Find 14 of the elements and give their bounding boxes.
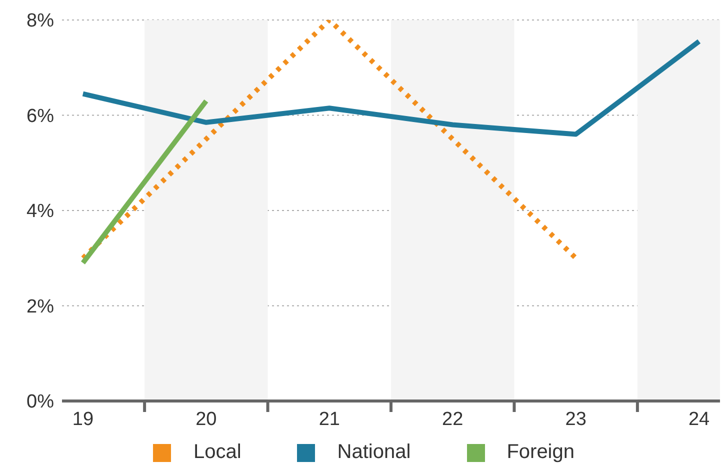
y-tick-label: 6% [26, 106, 54, 127]
x-tick-label: 24 [688, 409, 710, 430]
y-tick-label: 0% [26, 392, 54, 413]
legend-label: National [336, 441, 411, 464]
y-tick-label: 4% [26, 201, 54, 222]
x-tick-label: 20 [196, 409, 217, 430]
x-tick-label: 23 [565, 409, 586, 430]
y-tick-label: 8% [26, 10, 54, 32]
x-tick-label: 22 [442, 409, 464, 430]
x-tick-label: 19 [72, 409, 94, 430]
y-tick-label: 2% [26, 296, 54, 318]
legend-label: Local [192, 441, 242, 464]
x-tick-label: 21 [318, 409, 340, 430]
legend-label: Foreign [506, 441, 574, 464]
